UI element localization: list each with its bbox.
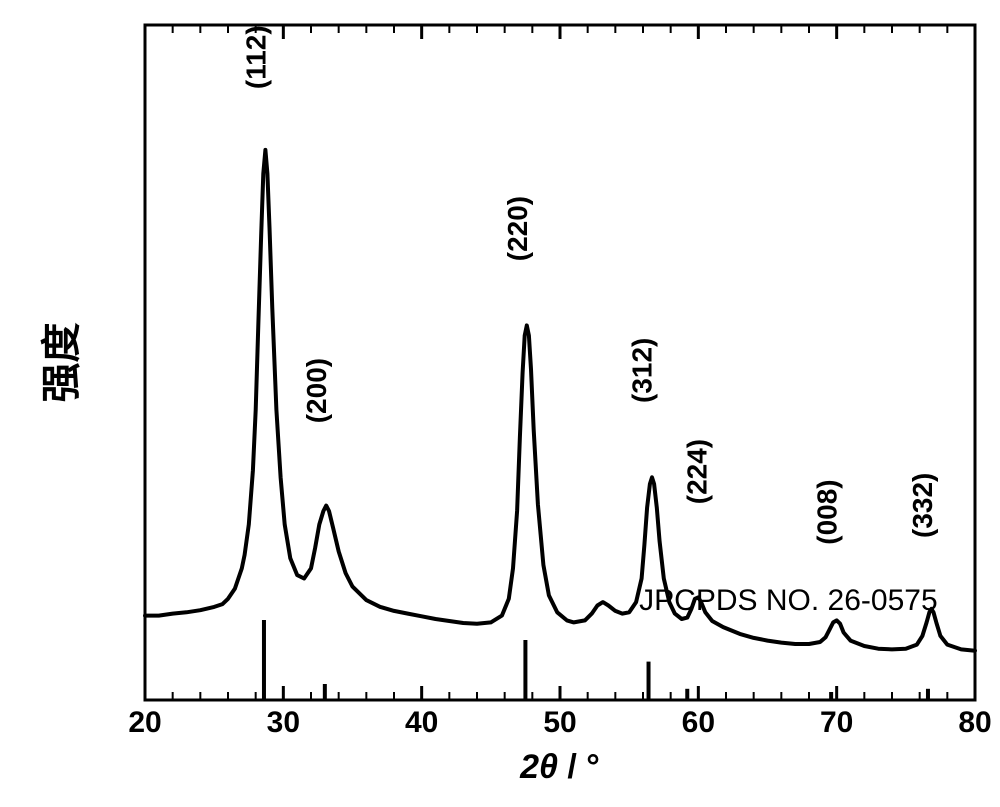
x-tick-label: 30 bbox=[267, 706, 300, 739]
x-tick-label: 60 bbox=[682, 706, 715, 739]
y-axis-label: 强度 bbox=[40, 323, 84, 403]
x-axis-label: 2θ / ° bbox=[519, 748, 600, 786]
peak-label: (312) bbox=[626, 338, 657, 403]
x-tick-label: 70 bbox=[820, 706, 853, 739]
x-tick-label: 50 bbox=[543, 706, 576, 739]
x-tick-label: 20 bbox=[128, 706, 161, 739]
peak-label: (220) bbox=[502, 196, 533, 261]
reference-label: JPCPDS NO. 26-0575 bbox=[639, 584, 937, 617]
peak-label: (332) bbox=[907, 473, 938, 538]
x-tick-label: 40 bbox=[405, 706, 438, 739]
peak-label: (008) bbox=[812, 479, 843, 544]
chart-svg: 20 30 40 50 60 70 80 2θ / ° 强度 JPCPDS NO. 26-0575… bbox=[0, 0, 1000, 807]
peak-label: (224) bbox=[682, 439, 713, 504]
x-tick-label: 80 bbox=[958, 706, 991, 739]
peak-label: (112) bbox=[240, 25, 271, 89]
xrd-chart: 20 30 40 50 60 70 80 2θ / ° 强度 JPCPDS NO. 26-0575… bbox=[0, 0, 1000, 807]
peak-label: (200) bbox=[301, 358, 332, 423]
